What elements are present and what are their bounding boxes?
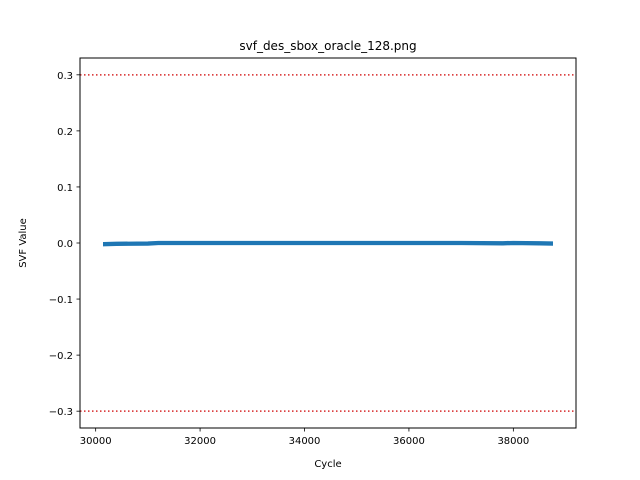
x-axis-label: Cycle [314, 459, 341, 470]
chart-title: svf_des_sbox_oracle_128.png [239, 39, 416, 53]
y-axis-label: SVF Value [18, 218, 29, 268]
x-tick-label: 30000 [80, 436, 112, 447]
x-tick-label: 32000 [184, 436, 216, 447]
x-axis-ticks: 30000 32000 34000 36000 38000 [80, 428, 529, 447]
y-tick-label: 0.0 [57, 239, 73, 250]
y-axis-ticks: −0.3 −0.2 −0.1 0.0 0.1 0.2 0.3 [49, 71, 80, 418]
data-series [102, 240, 554, 247]
y-tick-label: 0.2 [57, 127, 73, 138]
x-tick-label: 34000 [289, 436, 321, 447]
series-line [103, 241, 553, 246]
y-tick-label: 0.1 [57, 183, 73, 194]
y-tick-label: −0.1 [49, 295, 73, 306]
y-tick-label: 0.3 [57, 71, 73, 82]
reference-lines [80, 74, 576, 412]
y-tick-label: −0.2 [49, 351, 73, 362]
x-tick-label: 36000 [393, 436, 425, 447]
y-tick-label: −0.3 [49, 407, 73, 418]
x-tick-label: 38000 [497, 436, 529, 447]
